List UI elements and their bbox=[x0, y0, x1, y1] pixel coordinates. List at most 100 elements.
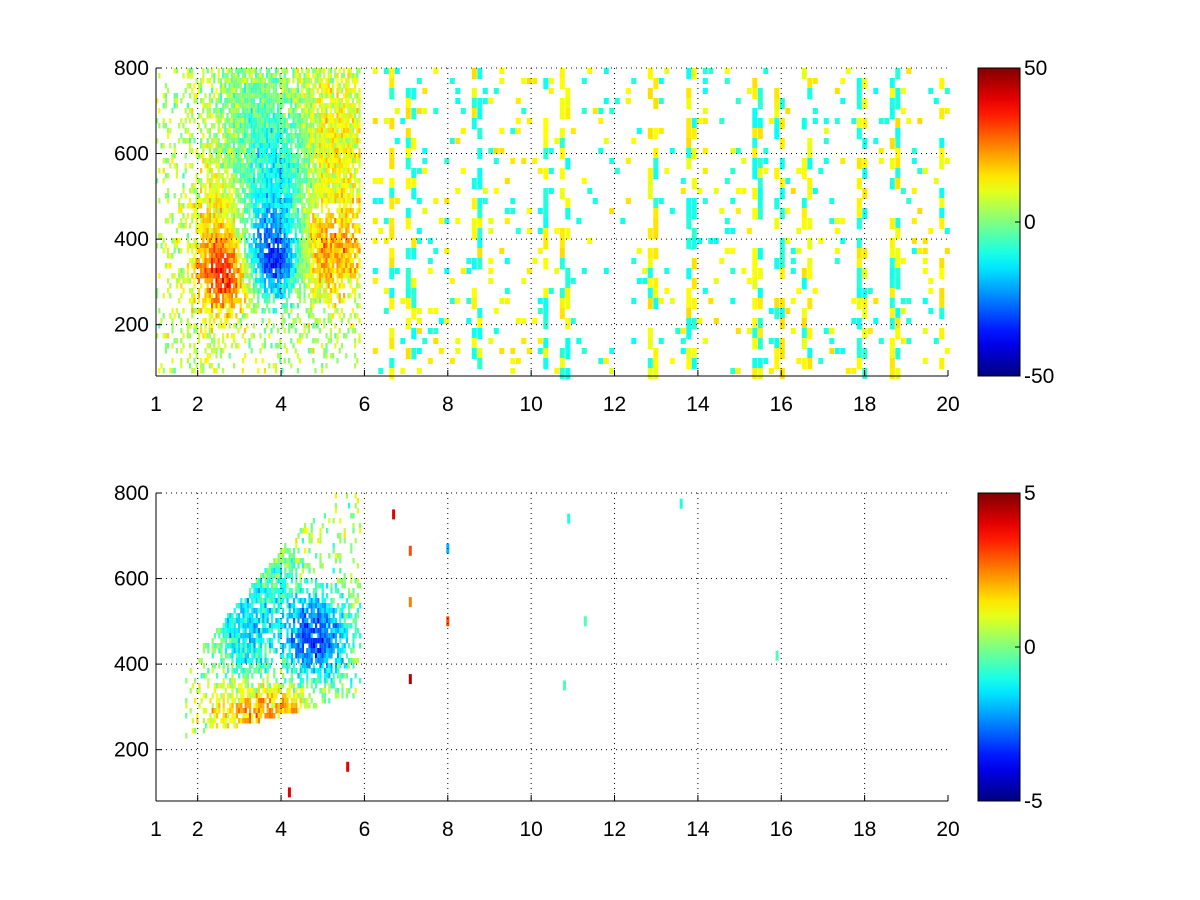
heatmap-cell bbox=[329, 73, 332, 79]
heatmap-cell bbox=[260, 643, 263, 649]
heatmap-cell bbox=[288, 88, 291, 94]
heatmap-cell bbox=[343, 153, 346, 159]
heatmap-cell bbox=[301, 138, 304, 144]
heatmap-cell bbox=[323, 103, 326, 109]
heatmap-cell bbox=[261, 253, 264, 259]
heatmap-cell bbox=[178, 203, 181, 209]
heatmap-cell bbox=[195, 353, 198, 359]
heatmap-cell bbox=[226, 333, 229, 339]
heatmap-cell bbox=[321, 168, 324, 174]
heatmap-cell bbox=[290, 203, 293, 209]
heatmap-cell bbox=[336, 293, 339, 299]
heatmap-cell bbox=[215, 103, 218, 109]
heatmap-cell bbox=[288, 193, 291, 199]
heatmap-cell bbox=[336, 153, 339, 159]
heatmap-cell bbox=[226, 168, 229, 174]
heatmap-cell bbox=[186, 113, 189, 119]
heatmap-cell bbox=[262, 613, 265, 619]
heatmap-cell bbox=[299, 243, 302, 249]
heatmap-cell bbox=[259, 243, 262, 249]
heatmap-cell bbox=[686, 148, 692, 159]
heatmap-cell bbox=[548, 88, 554, 94]
heatmap-cell bbox=[255, 208, 258, 214]
heatmap-cell bbox=[255, 708, 258, 714]
heatmap-cell bbox=[321, 238, 324, 244]
heatmap-cell bbox=[277, 558, 280, 564]
heatmap-cell bbox=[310, 148, 313, 154]
heatmap-cell bbox=[244, 238, 247, 244]
heatmap-cell bbox=[277, 598, 280, 604]
heatmap-cell bbox=[261, 178, 264, 184]
heatmap-cell bbox=[290, 133, 293, 139]
heatmap-cell bbox=[895, 98, 901, 109]
heatmap-cell bbox=[266, 168, 269, 174]
heatmap-cell bbox=[217, 158, 220, 164]
heatmap-cell bbox=[257, 153, 260, 159]
heatmap-cell bbox=[261, 193, 264, 199]
heatmap-cell bbox=[197, 213, 200, 219]
heatmap-cell bbox=[741, 188, 747, 194]
heatmap-cell bbox=[239, 268, 242, 274]
heatmap-cell bbox=[332, 243, 335, 249]
heatmap-cell bbox=[264, 698, 267, 704]
heatmap-cell bbox=[290, 158, 293, 164]
heatmap-cell bbox=[286, 628, 289, 634]
heatmap-cell bbox=[285, 213, 288, 219]
heatmap-cell bbox=[510, 208, 516, 214]
heatmap-cell bbox=[228, 253, 231, 259]
heatmap-cell bbox=[222, 148, 225, 154]
heatmap-cell bbox=[303, 288, 306, 294]
heatmap-cell bbox=[559, 358, 565, 369]
heatmap-cell bbox=[327, 173, 330, 179]
heatmap-cell bbox=[290, 308, 293, 314]
heatmap-cell bbox=[292, 208, 295, 214]
heatmap-cell bbox=[299, 153, 302, 159]
heatmap-cell bbox=[281, 368, 284, 374]
heatmap-cell bbox=[349, 248, 352, 254]
heatmap-cell bbox=[272, 293, 275, 299]
heatmap-cell bbox=[340, 238, 343, 244]
heatmap-cell bbox=[213, 223, 216, 229]
heatmap-cell bbox=[268, 243, 271, 249]
heatmap-cell bbox=[281, 288, 284, 294]
heatmap-cell bbox=[185, 698, 188, 704]
heatmap-cell bbox=[321, 203, 324, 209]
heatmap-cell bbox=[202, 363, 205, 369]
heatmap-cell bbox=[686, 348, 692, 359]
heatmap-cell bbox=[356, 168, 359, 174]
heatmap-cell bbox=[543, 348, 549, 359]
heatmap-cell bbox=[235, 603, 238, 609]
heatmap-cell bbox=[327, 213, 330, 219]
heatmap-cell bbox=[244, 68, 247, 74]
heatmap-cell bbox=[263, 328, 266, 334]
heatmap-cell bbox=[261, 168, 264, 174]
heatmap-cell bbox=[208, 223, 211, 229]
heatmap-cell bbox=[257, 128, 260, 134]
heatmap-cell bbox=[307, 98, 310, 104]
heatmap-cell bbox=[268, 713, 271, 719]
heatmap-cell bbox=[217, 323, 220, 329]
heatmap-cell bbox=[281, 323, 284, 329]
heatmap-cell bbox=[218, 683, 221, 689]
heatmap-cell bbox=[229, 708, 232, 714]
heatmap-cell bbox=[264, 578, 267, 584]
heatmap-cell bbox=[213, 713, 216, 719]
heatmap-cell bbox=[222, 658, 225, 664]
heatmap-cell bbox=[252, 98, 255, 104]
heatmap-cell bbox=[281, 183, 284, 189]
x-tick-label: 8 bbox=[442, 393, 454, 416]
heatmap-cell bbox=[228, 133, 231, 139]
heatmap-cell bbox=[318, 318, 321, 324]
heatmap-cell bbox=[252, 213, 255, 219]
heatmap-cell bbox=[647, 128, 653, 139]
heatmap-cell bbox=[801, 318, 807, 329]
heatmap-cell bbox=[316, 263, 319, 269]
heatmap-cell bbox=[257, 203, 260, 209]
heatmap-cell bbox=[314, 268, 317, 274]
heatmap-cell bbox=[246, 128, 249, 134]
heatmap-cell bbox=[169, 293, 172, 299]
heatmap-cell bbox=[186, 273, 189, 279]
heatmap-cell bbox=[642, 268, 648, 274]
heatmap-cell bbox=[268, 278, 271, 284]
heatmap-cell bbox=[275, 688, 278, 694]
